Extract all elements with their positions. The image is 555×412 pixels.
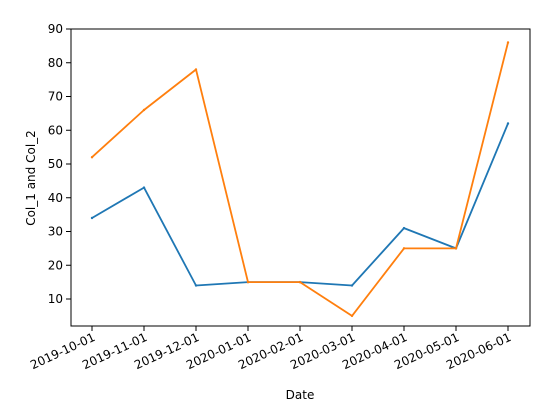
series-2-point [506, 41, 510, 44]
y-tick-label: 70 [48, 90, 63, 104]
y-tick-label: 20 [48, 258, 63, 272]
series-1-point [142, 186, 146, 189]
y-axis-label: Col_1 and Col_2 [24, 130, 38, 226]
y-tick-label: 50 [48, 157, 63, 171]
x-axis: 2019-10-012019-11-012019-12-012020-01-01… [28, 326, 513, 372]
y-tick-label: 30 [48, 225, 63, 239]
x-axis-label: Date [286, 388, 315, 402]
y-tick-label: 40 [48, 191, 63, 205]
series-layer [90, 41, 510, 318]
series-2-point [454, 247, 458, 250]
series-2-point [402, 247, 406, 250]
series-2-point [90, 156, 94, 159]
y-tick-label: 90 [48, 22, 63, 36]
series-1-point [90, 216, 94, 220]
series-1-point [350, 284, 354, 287]
series-1-line [91, 123, 509, 287]
series-2-point [298, 280, 302, 284]
series-1-point [506, 122, 510, 125]
series-2-point [350, 314, 354, 318]
series-2-point [246, 280, 250, 284]
series-2-point [142, 108, 146, 112]
y-tick-label: 60 [48, 123, 63, 137]
y-tick-label: 80 [48, 56, 63, 70]
y-tick-label: 10 [48, 292, 63, 306]
series-1-point [194, 284, 198, 287]
series-2-line [91, 42, 509, 317]
series-2-point [194, 68, 198, 71]
series-1-point [402, 226, 406, 230]
y-axis: 10 20 30 40 50 60 70 80 90 [48, 22, 71, 306]
